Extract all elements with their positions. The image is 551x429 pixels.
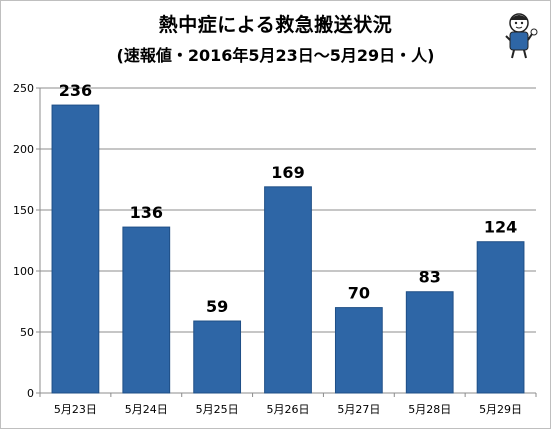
y-tick-label: 200 — [13, 143, 34, 156]
x-tick-label: 5月24日 — [125, 403, 168, 416]
bar — [334, 307, 383, 394]
x-tick-label: 5月26日 — [267, 403, 310, 416]
data-labels: 236 136 59 169 70 83 124 — [59, 81, 518, 316]
y-tick-label: 50 — [20, 326, 34, 339]
x-tick-label: 5月29日 — [479, 403, 522, 416]
data-label: 236 — [59, 81, 92, 100]
bar — [264, 186, 312, 394]
bar — [476, 241, 525, 394]
data-label: 59 — [206, 297, 228, 316]
y-tick-labels: 0 50 100 150 200 250 — [13, 82, 34, 400]
x-tick-label: 5月27日 — [337, 403, 380, 416]
bars — [51, 104, 525, 394]
bar — [193, 320, 242, 394]
data-label: 70 — [348, 284, 370, 303]
data-label: 124 — [484, 218, 517, 237]
x-tick-labels: 5月23日 5月24日 5月25日 5月26日 5月27日 5月28日 5月29日 — [54, 403, 522, 416]
y-tick-label: 100 — [13, 265, 34, 278]
bar — [122, 226, 171, 394]
data-label: 83 — [419, 268, 441, 287]
y-tick-label: 0 — [27, 387, 34, 400]
data-label: 136 — [130, 203, 163, 222]
chart-subtitle: (速報値・2016年5月23日～5月29日・人) — [116, 46, 435, 65]
data-label: 169 — [271, 163, 304, 182]
mascot-icon — [505, 13, 538, 59]
bar — [405, 291, 454, 394]
y-tick-label: 250 — [13, 82, 34, 95]
chart-title: 熱中症による救急搬送状況 — [158, 14, 393, 36]
x-tick-label: 5月23日 — [54, 403, 97, 416]
x-tick-label: 5月28日 — [408, 403, 451, 416]
x-tick-label: 5月25日 — [196, 403, 239, 416]
bar — [51, 104, 100, 394]
y-tick-label: 150 — [13, 204, 34, 217]
